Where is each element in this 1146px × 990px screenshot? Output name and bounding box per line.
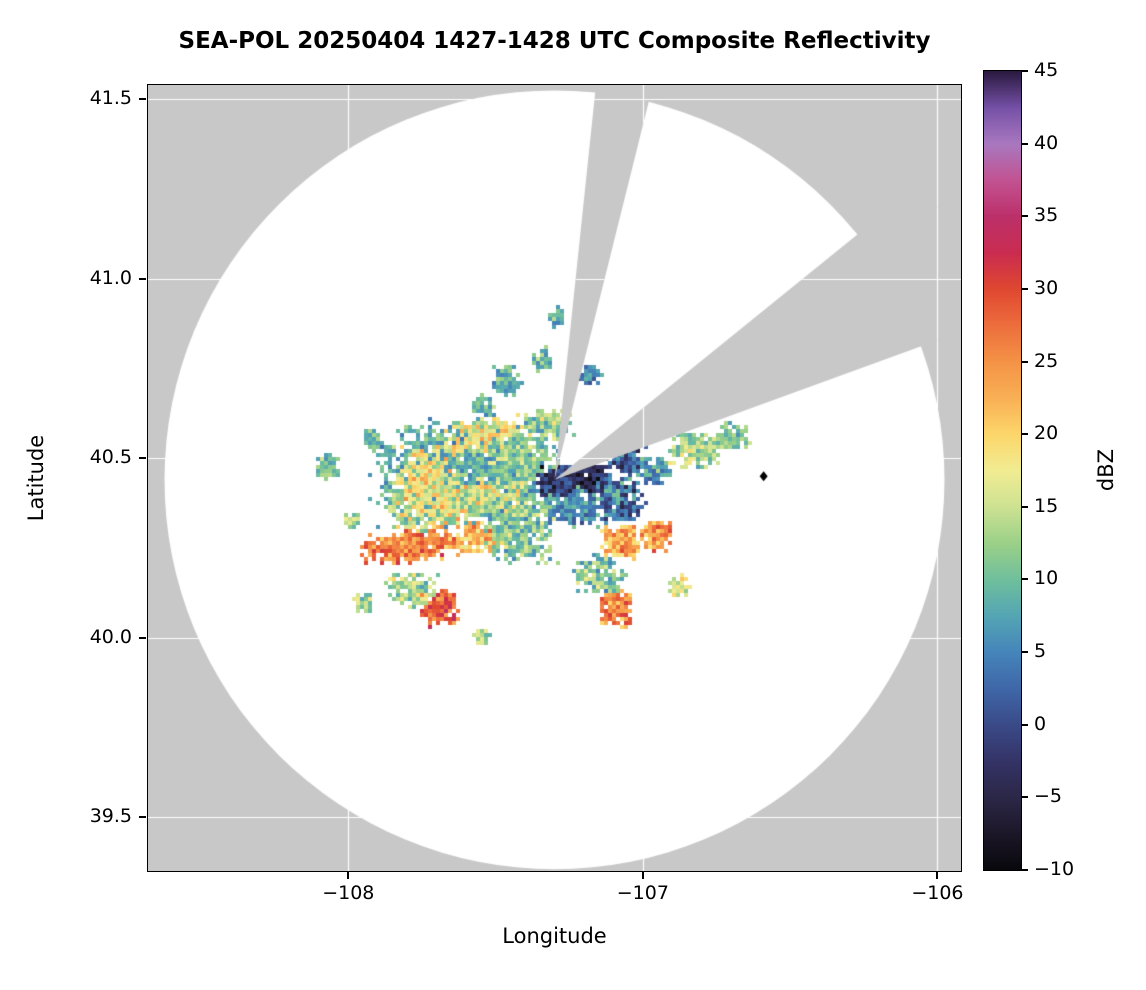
x-tick-label: −106 xyxy=(911,882,964,904)
colorbar-tick-label: −5 xyxy=(1034,785,1063,808)
colorbar-tick-label: −10 xyxy=(1034,858,1075,880)
radar-reflectivity-canvas xyxy=(148,85,961,871)
colorbar-label: dBZ xyxy=(1094,448,1118,492)
colorbar-tick-label: 35 xyxy=(1034,204,1059,227)
colorbar-tick-label: 45 xyxy=(1034,59,1059,81)
x-tick-label: −108 xyxy=(322,882,375,904)
colorbar-tick-mark xyxy=(1022,287,1028,290)
colorbar-tick-mark xyxy=(1022,869,1028,871)
colorbar-tick-label: 5 xyxy=(1034,640,1047,663)
colorbar-tick-label: 20 xyxy=(1034,422,1059,445)
y-tick-label: 41.0 xyxy=(89,266,132,289)
x-tick-mark xyxy=(641,872,644,879)
y-tick-label: 39.5 xyxy=(89,805,132,828)
y-axis-label: Latitude xyxy=(24,434,48,522)
colorbar-tick-label: 0 xyxy=(1034,712,1047,735)
colorbar-tick-label: 30 xyxy=(1034,276,1059,299)
colorbar-tick-mark xyxy=(1022,360,1028,363)
y-tick-mark xyxy=(139,816,146,819)
colorbar-tick-label: 25 xyxy=(1034,349,1059,372)
x-axis-label: Longitude xyxy=(502,924,607,948)
colorbar-tick-mark xyxy=(1022,215,1028,218)
colorbar-tick-mark xyxy=(1022,651,1028,654)
x-tick-label: −107 xyxy=(616,882,669,904)
x-tick-mark xyxy=(347,872,350,879)
colorbar-tick-mark xyxy=(1022,796,1028,799)
colorbar-tick-mark xyxy=(1022,505,1028,508)
colorbar-tick-label: 10 xyxy=(1034,567,1059,590)
colorbar-tick-mark xyxy=(1022,142,1028,145)
y-tick-mark xyxy=(139,277,146,280)
colorbar-tick-mark xyxy=(1022,723,1028,726)
colorbar-tick-mark xyxy=(1022,70,1028,72)
colorbar-tick-label: 40 xyxy=(1034,131,1059,154)
colorbar-tick-mark xyxy=(1022,433,1028,436)
y-tick-label: 40.5 xyxy=(89,446,132,469)
colorbar xyxy=(982,69,1022,871)
y-tick-mark xyxy=(139,636,146,639)
x-tick-mark xyxy=(936,872,939,879)
y-tick-mark xyxy=(139,457,146,460)
y-tick-label: 40.0 xyxy=(89,625,132,648)
y-tick-label: 41.5 xyxy=(89,87,132,110)
colorbar-tick-label: 15 xyxy=(1034,494,1059,517)
y-tick-mark xyxy=(139,98,146,101)
colorbar-gradient-canvas xyxy=(984,71,1021,870)
colorbar-tick-mark xyxy=(1022,578,1028,581)
plot-area xyxy=(146,83,962,872)
figure-title: SEA-POL 20250404 1427-1428 UTC Composite… xyxy=(178,28,931,54)
